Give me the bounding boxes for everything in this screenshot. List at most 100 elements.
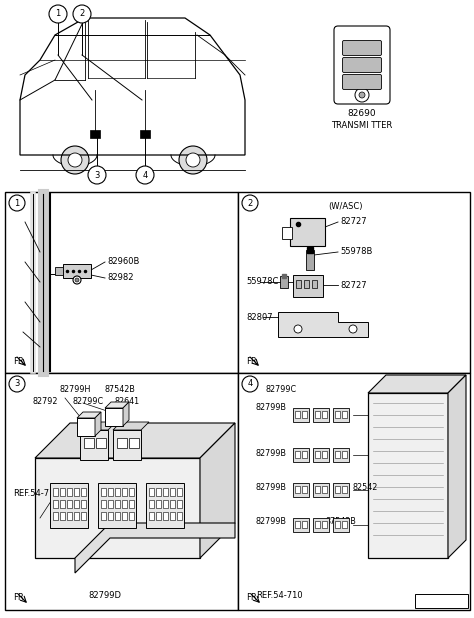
- Text: 55978B: 55978B: [340, 247, 373, 256]
- Text: 82799B: 82799B: [256, 449, 287, 457]
- Bar: [98, 483, 136, 528]
- Bar: [129, 500, 134, 508]
- Text: 87542B: 87542B: [105, 384, 136, 394]
- Bar: [122, 488, 127, 496]
- Text: 4: 4: [142, 171, 147, 179]
- Circle shape: [73, 276, 81, 284]
- Bar: [177, 488, 182, 496]
- Bar: [117, 438, 127, 448]
- Bar: [74, 488, 79, 496]
- Bar: [333, 483, 349, 497]
- Text: 82727: 82727: [340, 218, 366, 227]
- Text: (W/ASC): (W/ASC): [328, 203, 363, 211]
- Text: 82542: 82542: [353, 483, 378, 493]
- Bar: [55, 267, 63, 275]
- Bar: [302, 521, 307, 528]
- Text: 82799H: 82799H: [60, 384, 91, 394]
- Circle shape: [355, 88, 369, 102]
- Polygon shape: [448, 375, 466, 558]
- Bar: [156, 488, 161, 496]
- Polygon shape: [368, 375, 466, 393]
- Circle shape: [68, 153, 82, 167]
- Text: FR: FR: [246, 357, 257, 365]
- Bar: [177, 512, 182, 520]
- Text: 87542B: 87542B: [326, 517, 357, 525]
- Bar: [129, 438, 139, 448]
- Bar: [312, 280, 317, 288]
- Bar: [74, 512, 79, 520]
- Bar: [81, 488, 86, 496]
- Bar: [313, 448, 329, 462]
- Bar: [290, 218, 325, 246]
- Bar: [149, 500, 154, 508]
- Bar: [170, 500, 175, 508]
- FancyBboxPatch shape: [343, 41, 382, 56]
- Bar: [335, 486, 340, 493]
- Bar: [101, 500, 106, 508]
- Circle shape: [359, 92, 365, 98]
- Text: 82690: 82690: [348, 109, 376, 119]
- Bar: [60, 500, 65, 508]
- Bar: [67, 500, 72, 508]
- Bar: [302, 451, 307, 458]
- Bar: [333, 448, 349, 462]
- Bar: [122, 500, 127, 508]
- Text: 82641: 82641: [115, 397, 140, 405]
- Text: 4: 4: [247, 379, 253, 389]
- Bar: [77, 418, 95, 436]
- Polygon shape: [200, 423, 235, 558]
- Bar: [129, 488, 134, 496]
- FancyBboxPatch shape: [343, 57, 382, 72]
- Bar: [295, 486, 300, 493]
- Polygon shape: [95, 412, 101, 436]
- Bar: [302, 486, 307, 493]
- Text: 82982: 82982: [107, 274, 134, 282]
- Bar: [115, 500, 120, 508]
- FancyBboxPatch shape: [334, 26, 390, 104]
- Bar: [342, 411, 347, 418]
- Bar: [322, 486, 327, 493]
- FancyBboxPatch shape: [343, 75, 382, 90]
- Bar: [80, 430, 108, 460]
- Text: 1: 1: [55, 9, 61, 19]
- Bar: [238, 373, 470, 610]
- Bar: [67, 512, 72, 520]
- Bar: [295, 521, 300, 528]
- Bar: [163, 488, 168, 496]
- Bar: [170, 512, 175, 520]
- Bar: [115, 512, 120, 520]
- Bar: [313, 408, 329, 422]
- Bar: [170, 488, 175, 496]
- Bar: [122, 512, 127, 520]
- Text: FR: FR: [246, 593, 257, 603]
- Text: FR: FR: [13, 593, 24, 603]
- Text: 82799B: 82799B: [256, 517, 287, 525]
- Polygon shape: [77, 412, 101, 418]
- Bar: [315, 486, 320, 493]
- Bar: [313, 483, 329, 497]
- Circle shape: [9, 195, 25, 211]
- Bar: [177, 500, 182, 508]
- Circle shape: [294, 325, 302, 333]
- Polygon shape: [113, 422, 149, 430]
- Polygon shape: [80, 422, 116, 430]
- Polygon shape: [278, 312, 368, 337]
- Bar: [67, 488, 72, 496]
- Bar: [60, 488, 65, 496]
- Bar: [368, 393, 448, 558]
- Bar: [163, 500, 168, 508]
- Bar: [108, 512, 113, 520]
- Bar: [282, 227, 292, 239]
- Bar: [60, 512, 65, 520]
- Bar: [315, 521, 320, 528]
- Bar: [113, 430, 141, 460]
- Bar: [96, 438, 106, 448]
- Bar: [149, 488, 154, 496]
- Bar: [149, 512, 154, 520]
- Circle shape: [136, 166, 154, 184]
- Circle shape: [49, 5, 67, 23]
- Bar: [322, 521, 327, 528]
- Bar: [74, 500, 79, 508]
- Text: FR: FR: [13, 357, 24, 365]
- Text: 1: 1: [14, 198, 19, 208]
